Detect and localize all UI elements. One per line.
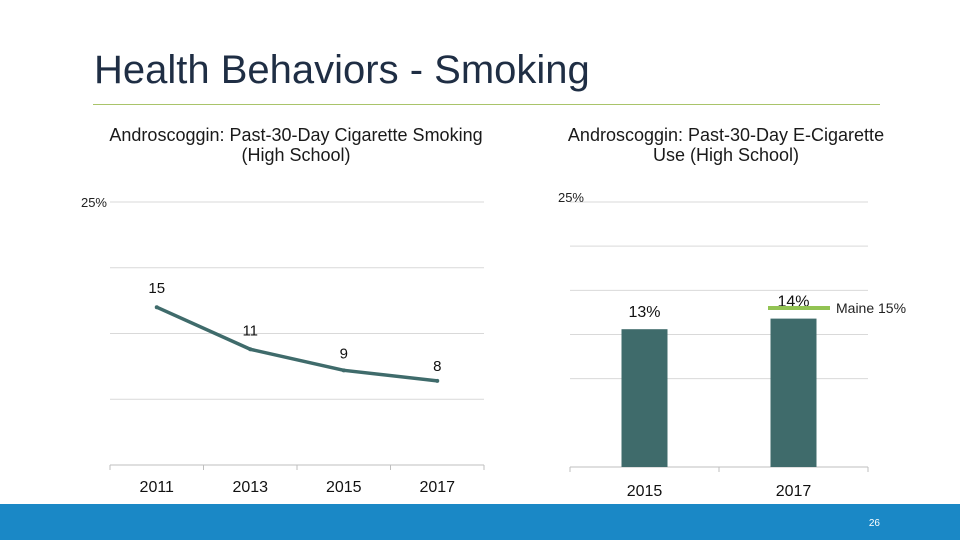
left-data-point	[435, 378, 440, 383]
footer-bar	[0, 504, 960, 540]
right-data-label: 13%	[628, 304, 660, 321]
right-chart-title: Androscoggin: Past-30-Day E-Cigarette Us…	[567, 125, 885, 165]
right-y-tick-label: 25%	[558, 190, 584, 205]
maine-legend-label: Maine 15%	[836, 300, 906, 316]
left-data-label: 11	[242, 322, 258, 339]
left-data-label: 8	[433, 358, 441, 375]
title-divider	[93, 104, 880, 105]
left-series-line	[156, 305, 438, 383]
right-bar	[621, 329, 668, 467]
right-x-tick-label: 2015	[627, 483, 663, 500]
left-x-tick-label: 2015	[326, 479, 362, 496]
left-data-point	[341, 368, 346, 373]
right-x-tick-label: 2017	[776, 483, 812, 500]
left-data-label: 15	[148, 280, 165, 297]
left-y-tick-label: 25%	[81, 195, 107, 210]
left-chart-title: Androscoggin: Past-30-Day Cigarette Smok…	[109, 125, 483, 165]
left-data-point	[248, 347, 253, 352]
right-bar	[770, 318, 817, 467]
left-x-tick-label: 2011	[140, 479, 175, 496]
left-data-point	[154, 305, 159, 310]
left-x-tick-label: 2017	[419, 479, 455, 496]
slide-title: Health Behaviors - Smoking	[94, 48, 590, 92]
page-number: 26	[868, 518, 880, 529]
left-x-tick-label: 2013	[232, 479, 268, 496]
left-data-label: 9	[340, 345, 348, 362]
